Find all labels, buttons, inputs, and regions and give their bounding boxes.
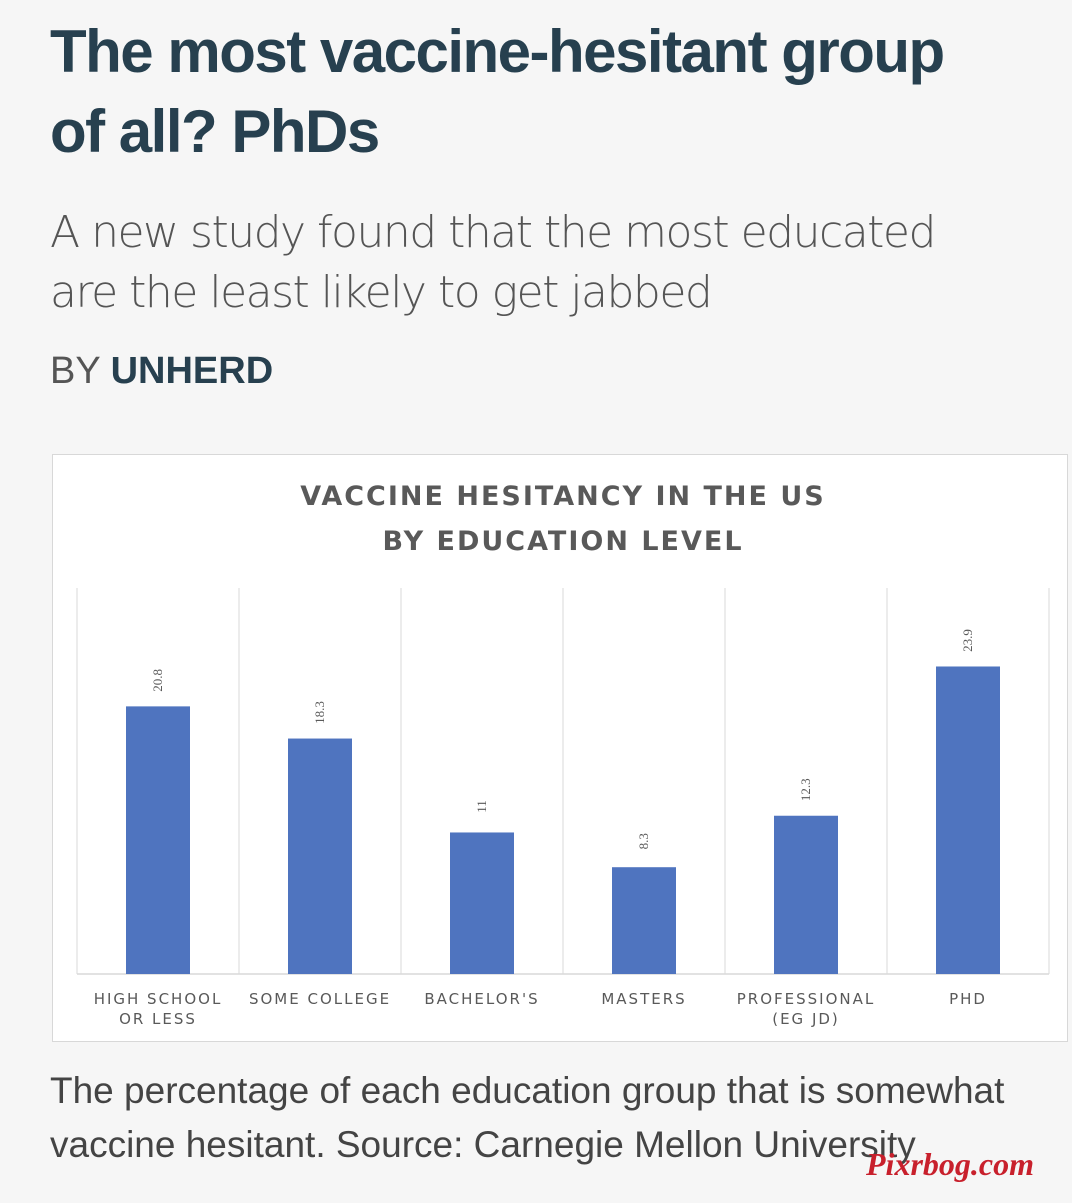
standfirst-line-2: are the least likely to get jabbed [50,267,713,318]
bar [450,832,514,974]
headline-line-1: The most vaccine-hesitant group [50,18,945,85]
caption: The percentage of each education group t… [50,1064,1050,1172]
bar [774,815,838,974]
x-tick-label: BACHELOR'S [424,990,539,1008]
bar-chart: VACCINE HESITANCY IN THE US BY EDUCATION… [76,481,1050,1028]
x-tick-label: HIGH SCHOOL [94,990,223,1008]
headline: The most vaccine-hesitant group of all? … [50,12,1060,172]
byline: BY UNHERD [50,346,273,396]
standfirst: A new study found that the most educated… [50,203,1050,323]
bar [288,738,352,974]
data-label: 23.9 [960,629,975,652]
x-tick-label: MASTERS [601,990,686,1008]
x-tick-label: (EG JD) [772,1010,840,1028]
x-tick-label: SOME COLLEGE [249,990,391,1008]
bar [936,666,1000,974]
bar [612,867,676,974]
chart-title-line-2: BY EDUCATION LEVEL [382,526,743,557]
byline-author[interactable]: UNHERD [110,350,274,392]
data-label: 11 [474,800,489,813]
data-label: 8.3 [636,833,651,849]
data-label: 20.8 [150,669,165,692]
standfirst-line-1: A new study found that the most educated [50,207,936,258]
x-tick-label: OR LESS [119,1010,197,1028]
chart-container: VACCINE HESITANCY IN THE US BY EDUCATION… [52,454,1068,1042]
caption-line-1: The percentage of each education group t… [50,1070,1005,1111]
plot-area: 20.8 HIGH SCHOOL OR LESS 18.3 SOME COLLEGE 11… [76,588,1050,1028]
x-tick-label: PROFESSIONAL [737,990,876,1008]
x-tick-label: PHD [949,990,987,1008]
caption-line-2: vaccine hesitant. Source: Carnegie Mello… [50,1124,916,1165]
byline-prefix: BY [50,350,101,392]
data-label: 12.3 [798,778,813,801]
headline-line-2: of all? PhDs [50,98,380,165]
chart-title-line-1: VACCINE HESITANCY IN THE US [300,481,825,512]
data-label: 18.3 [312,701,327,724]
bar [126,706,190,974]
watermark: Pixrbog.com [866,1146,1034,1182]
